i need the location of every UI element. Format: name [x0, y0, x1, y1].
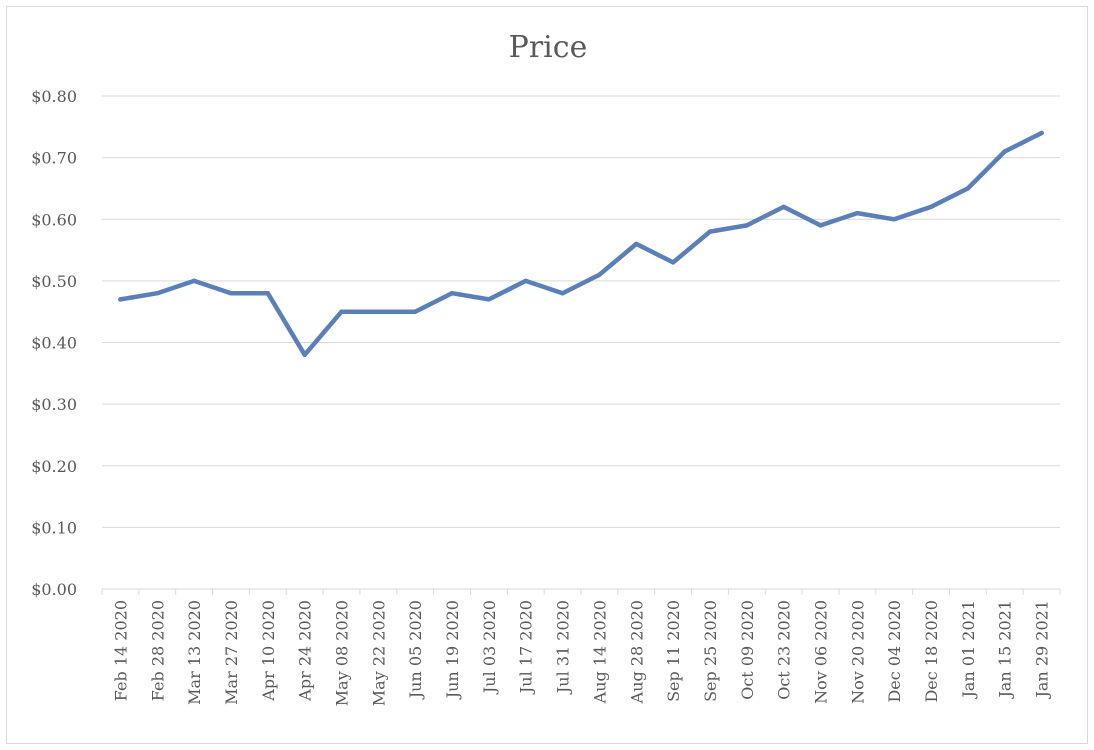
- x-tick-label: Feb 28 2020: [148, 600, 167, 701]
- data-point: [265, 291, 271, 296]
- data-point: [118, 297, 123, 302]
- x-tick-label: Dec 04 2020: [885, 600, 904, 703]
- data-point: [1039, 130, 1044, 136]
- series-line: [118, 130, 1044, 358]
- data-point: [560, 291, 565, 296]
- x-tick-label: Jun 19 2020: [443, 600, 462, 700]
- x-tick-label: May 08 2020: [333, 600, 352, 706]
- x-tick-label: Aug 28 2020: [627, 600, 646, 704]
- x-tick-label: Nov 20 2020: [848, 600, 867, 704]
- data-point: [412, 309, 418, 314]
- data-point: [449, 291, 455, 296]
- y-tick-label: $0.70: [31, 149, 77, 168]
- data-point: [744, 223, 750, 228]
- data-point: [1002, 149, 1007, 154]
- data-point: [155, 291, 160, 296]
- x-tick-label: Jul 03 2020: [480, 600, 499, 695]
- x-tick-label: Jan 15 2021: [996, 600, 1015, 700]
- gridlines: [101, 95, 1061, 595]
- chart-title: Price: [509, 30, 588, 65]
- x-tick-label: Feb 14 2020: [111, 600, 130, 701]
- data-point: [228, 291, 234, 296]
- data-point: [597, 272, 602, 277]
- y-tick-label: $0.20: [31, 457, 77, 476]
- y-tick-label: $0.40: [31, 334, 77, 353]
- data-point: [781, 204, 786, 210]
- data-point: [928, 204, 934, 210]
- data-point: [670, 260, 676, 265]
- x-tick-label: Oct 23 2020: [775, 600, 794, 700]
- x-tick-label: Aug 14 2020: [590, 600, 609, 704]
- x-tick-label: Mar 13 2020: [185, 600, 204, 705]
- x-tick-label: Apr 10 2020: [259, 600, 278, 702]
- data-point: [376, 309, 381, 314]
- data-point: [965, 186, 971, 191]
- x-axis-ticks: Feb 14 2020 Feb 28 2020 Mar 13 2020 Mar 27 …: [111, 600, 1051, 706]
- x-tick-label: Apr 24 2020: [296, 600, 315, 702]
- data-point: [818, 223, 823, 228]
- x-tick-label: Dec 18 2020: [922, 600, 941, 703]
- data-point: [707, 229, 713, 234]
- x-tick-label: Nov 06 2020: [812, 600, 831, 704]
- data-point: [339, 309, 344, 314]
- data-point: [891, 217, 897, 222]
- data-point: [523, 278, 528, 284]
- x-tick-label: Jul 17 2020: [517, 600, 536, 695]
- data-point: [302, 352, 307, 358]
- chart-frame: [6, 6, 1088, 744]
- x-tick-label: Sep 11 2020: [664, 600, 683, 702]
- data-point: [855, 210, 860, 216]
- y-tick-label: $0.80: [31, 87, 77, 106]
- x-tick-label: Oct 09 2020: [738, 600, 757, 700]
- y-tick-label: $0.60: [31, 210, 77, 229]
- x-tick-label: Sep 25 2020: [701, 600, 720, 702]
- x-tick-label: Jul 31 2020: [554, 600, 573, 695]
- data-point: [191, 278, 197, 284]
- x-tick-label: Jun 05 2020: [406, 600, 425, 700]
- x-tick-label: May 22 2020: [369, 600, 388, 706]
- x-tick-label: Jan 01 2021: [959, 600, 978, 700]
- data-point: [634, 241, 639, 247]
- series-layer: [118, 130, 1044, 358]
- x-tick-label: Jan 29 2021: [1033, 600, 1052, 700]
- y-tick-label: $0.50: [31, 272, 77, 291]
- data-point: [486, 297, 492, 302]
- x-tick-label: Mar 27 2020: [222, 600, 241, 705]
- y-tick-label: $0.30: [31, 395, 77, 414]
- y-tick-label: $0.10: [31, 518, 77, 537]
- y-axis-ticks: $0.00 $0.10 $0.20 $0.30 $0.40 $0.50 $0.60 $0.70…: [31, 87, 77, 599]
- y-tick-label: $0.00: [31, 580, 77, 599]
